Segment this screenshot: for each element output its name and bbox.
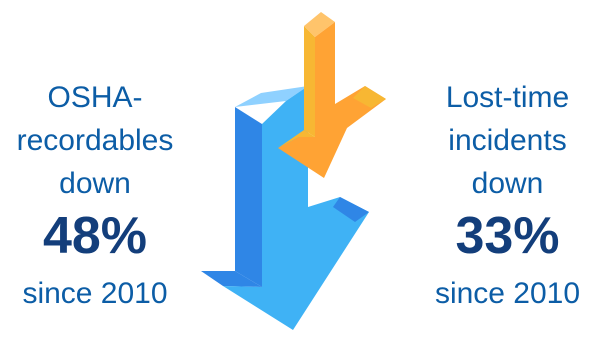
orange-arrow-front-face: [278, 22, 386, 178]
left-stat-label-line2: recordables: [16, 124, 174, 157]
orange-arrow-left-side: [304, 26, 315, 137]
right-stat-percent: 33%: [455, 207, 560, 265]
right-stat-since: since 2010: [434, 277, 581, 310]
orange-arrow-right-shade: [353, 86, 386, 108]
orange-down-arrow-icon: [278, 12, 386, 178]
blue-arrow-top-face: [235, 86, 308, 107]
orange-arrow-left-wing: [278, 130, 315, 148]
blue-arrow-left-shaft: [235, 107, 262, 287]
orange-arrow-top-face: [304, 12, 335, 37]
left-stat-since: since 2010: [22, 277, 168, 310]
blue-down-arrow-icon: [201, 86, 369, 330]
right-stat-label-line2: incidents: [448, 124, 567, 157]
blue-arrow-right-shade: [333, 197, 369, 222]
blue-arrow-left-wing: [201, 271, 262, 287]
down-arrows-graphic: [201, 12, 386, 330]
right-stat-label-line1: Lost-time: [445, 81, 570, 114]
right-stat-label-line3: down: [471, 167, 544, 200]
left-stat-percent: 48%: [42, 207, 148, 265]
blue-arrow-front-face: [223, 86, 369, 330]
left-stat-label-line1: OSHA-: [47, 81, 143, 114]
left-stat-label-line3: down: [59, 167, 131, 200]
